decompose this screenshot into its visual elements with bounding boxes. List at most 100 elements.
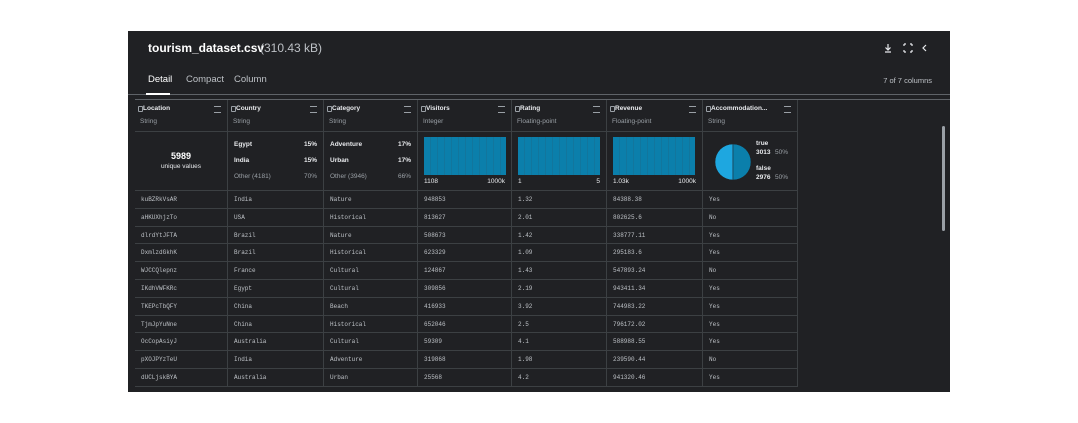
bool-percent: 50% [775,174,789,181]
scrollbar[interactable] [942,126,945,231]
toolbar-icons[interactable] [884,42,932,54]
table-cell: 943411.34 [607,280,703,298]
summary-cell: Egypt 15% India 15% Other (4181) 70% [228,132,324,191]
column-type: String [708,118,725,125]
table-cell: 1.43 [512,262,607,280]
column-menu[interactable] [214,106,221,113]
column-menu[interactable] [498,106,505,113]
table-cell: Cultural [324,262,418,280]
table-cell: Cultural [324,280,418,298]
file-title: tourism_dataset.csv [148,41,265,55]
table-cell: France [228,262,324,280]
category-percent: 15% [303,157,317,164]
category-label: Other (3946) [330,173,367,180]
type-icon [421,106,426,112]
column-selector[interactable]: 7 of 7 columns [883,76,932,85]
column-type: Floating-point [612,118,652,125]
table-cell: Yes [703,297,798,316]
table-cell: Yes [703,244,798,263]
table-cell: Beach [324,297,418,316]
table-cell: 2.01 [512,208,607,227]
table-cell: 652046 [418,315,512,334]
unique-count: 5989 [170,151,192,161]
table-cell: 802625.6 [607,208,703,227]
column-type: Integer [423,118,444,125]
column-name: Visitors [426,105,450,112]
column-menu[interactable] [404,106,411,113]
table-cell: 813627 [418,208,512,227]
table-cell: DxmlzdGkhK [135,244,228,263]
category-label: Other (4181) [234,173,271,180]
table-cell: 124867 [418,262,512,280]
table-cell: 59309 [418,333,512,352]
table-cell: Cultural [324,333,418,352]
table-cell: No [703,208,798,227]
range-min: 1 [518,178,522,185]
table-cell: 623329 [418,244,512,263]
category-label: Urban [330,157,349,164]
column-menu[interactable] [310,106,317,113]
summary-cell: 5989 unique values [135,132,228,191]
column-header: Location String [135,100,228,132]
summary-cell: 1108 1000k [418,132,512,191]
column-header: Country String [228,100,324,132]
table-cell: 338777.11 [607,226,703,245]
table-cell: Nature [324,226,418,245]
table-cell: Brazil [228,244,324,263]
table-cell: Urban [324,369,418,387]
table-cell: China [228,297,324,316]
tab[interactable]: Compact [186,74,225,85]
range-max: 1000k [678,178,696,185]
category-percent: 15% [303,141,317,148]
table-border [135,99,950,100]
pie-slice [732,143,752,181]
bool-count: 2976 [756,174,771,181]
table-cell: TjmJpYuNne [135,315,228,334]
tab[interactable]: Column [234,74,267,85]
column-menu[interactable] [784,106,791,113]
histogram [518,137,600,175]
column-header: Visitors Integer [418,100,512,132]
table-cell: 547893.24 [607,262,703,280]
tab[interactable]: Detail [148,74,173,85]
tab-divider [128,94,950,95]
column-name: Rating [520,105,541,112]
column-menu[interactable] [689,106,696,113]
column-menu[interactable] [593,106,600,113]
table-cell: 796172.02 [607,315,703,334]
table-cell: WJCCQlepnz [135,262,228,280]
table-cell: 295183.6 [607,244,703,263]
histogram [424,137,506,175]
bool-percent: 50% [775,149,789,156]
column-name: Category [332,105,361,112]
column-type: Floating-point [517,118,557,125]
table-cell: Adventure [324,351,418,369]
column-type: String [329,118,346,125]
category-percent: 17% [397,157,411,164]
column-name: Location [143,105,171,112]
table-cell: 1.09 [512,244,607,263]
table-cell: pXOJPYzTeU [135,351,228,369]
table-cell: India [228,351,324,369]
summary-cell: 1.03k 1000k [607,132,703,191]
table-cell: 948853 [418,191,512,209]
column-name: Revenue [615,105,643,112]
table-cell: Historical [324,244,418,263]
table-cell: Nature [324,191,418,209]
type-icon [515,106,520,112]
summary-cell: true 3013 50% false 2976 50% [703,132,798,191]
column-type: String [140,118,157,125]
histogram [613,137,695,175]
type-icon [138,106,143,112]
summary-cell: Adventure 17% Urban 17% Other (3946) 66% [324,132,418,191]
column-header: Rating Floating-point [512,100,607,132]
type-icon [706,106,711,112]
table-cell: 239590.44 [607,351,703,369]
file-size: (310.43 kB) [260,41,323,55]
table-cell: 84388.38 [607,191,703,209]
column-type: String [233,118,250,125]
table-cell: Yes [703,369,798,387]
table-cell: Yes [703,280,798,298]
table-cell: dlrdYtJFTA [135,226,228,245]
